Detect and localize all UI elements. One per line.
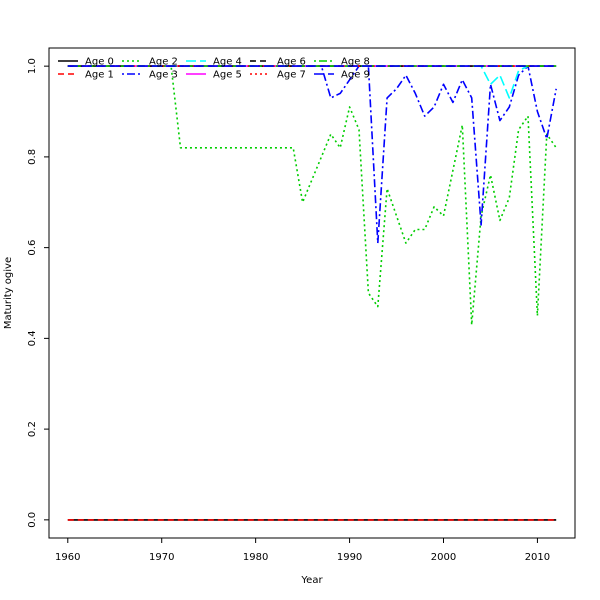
y-axis-title: Maturity ogive [3,257,14,329]
series-line-age-3 [67,65,557,244]
y-tick-label: 0.0 [27,512,38,528]
x-axis-title: Year [300,575,323,586]
legend-label: Age 8 [341,57,370,68]
y-tick-label: 0.2 [27,421,38,437]
series-layer [67,65,557,521]
legend-label: Age 2 [149,57,178,68]
legend-label: Age 0 [85,57,114,68]
legend-label: Age 4 [213,57,242,68]
series-line-age-4 [67,65,557,99]
x-tick-label: 1980 [243,552,268,563]
y-tick-label: 0.8 [27,149,38,165]
legend-label: Age 6 [277,57,306,68]
legend-label: Age 5 [213,70,242,81]
x-axis: 1960 1970 1980 1990 2000 2010 [55,538,550,563]
series-line-age-2 [67,65,557,326]
x-tick-label: 2010 [525,552,550,563]
x-tick-label: 1960 [55,552,80,563]
y-tick-label: 0.4 [27,330,38,346]
legend: Age 0 Age 1 Age 2 Age 3 Age 4 Age 5 Age 6 Age 7… [58,57,370,81]
legend-label: Age 3 [149,70,178,81]
plot-frame [48,47,576,539]
x-tick-label: 2000 [431,552,456,563]
x-tick-label: 1970 [149,552,174,563]
legend-label: Age 7 [277,70,306,81]
y-tick-label: 0.6 [27,240,38,256]
x-tick-label: 1990 [337,552,362,563]
y-axis: 0.0 0.2 0.4 0.6 0.8 1.0 [27,58,49,528]
legend-label: Age 1 [85,70,114,81]
y-tick-label: 1.0 [27,58,38,74]
legend-label: Age 9 [341,70,370,81]
